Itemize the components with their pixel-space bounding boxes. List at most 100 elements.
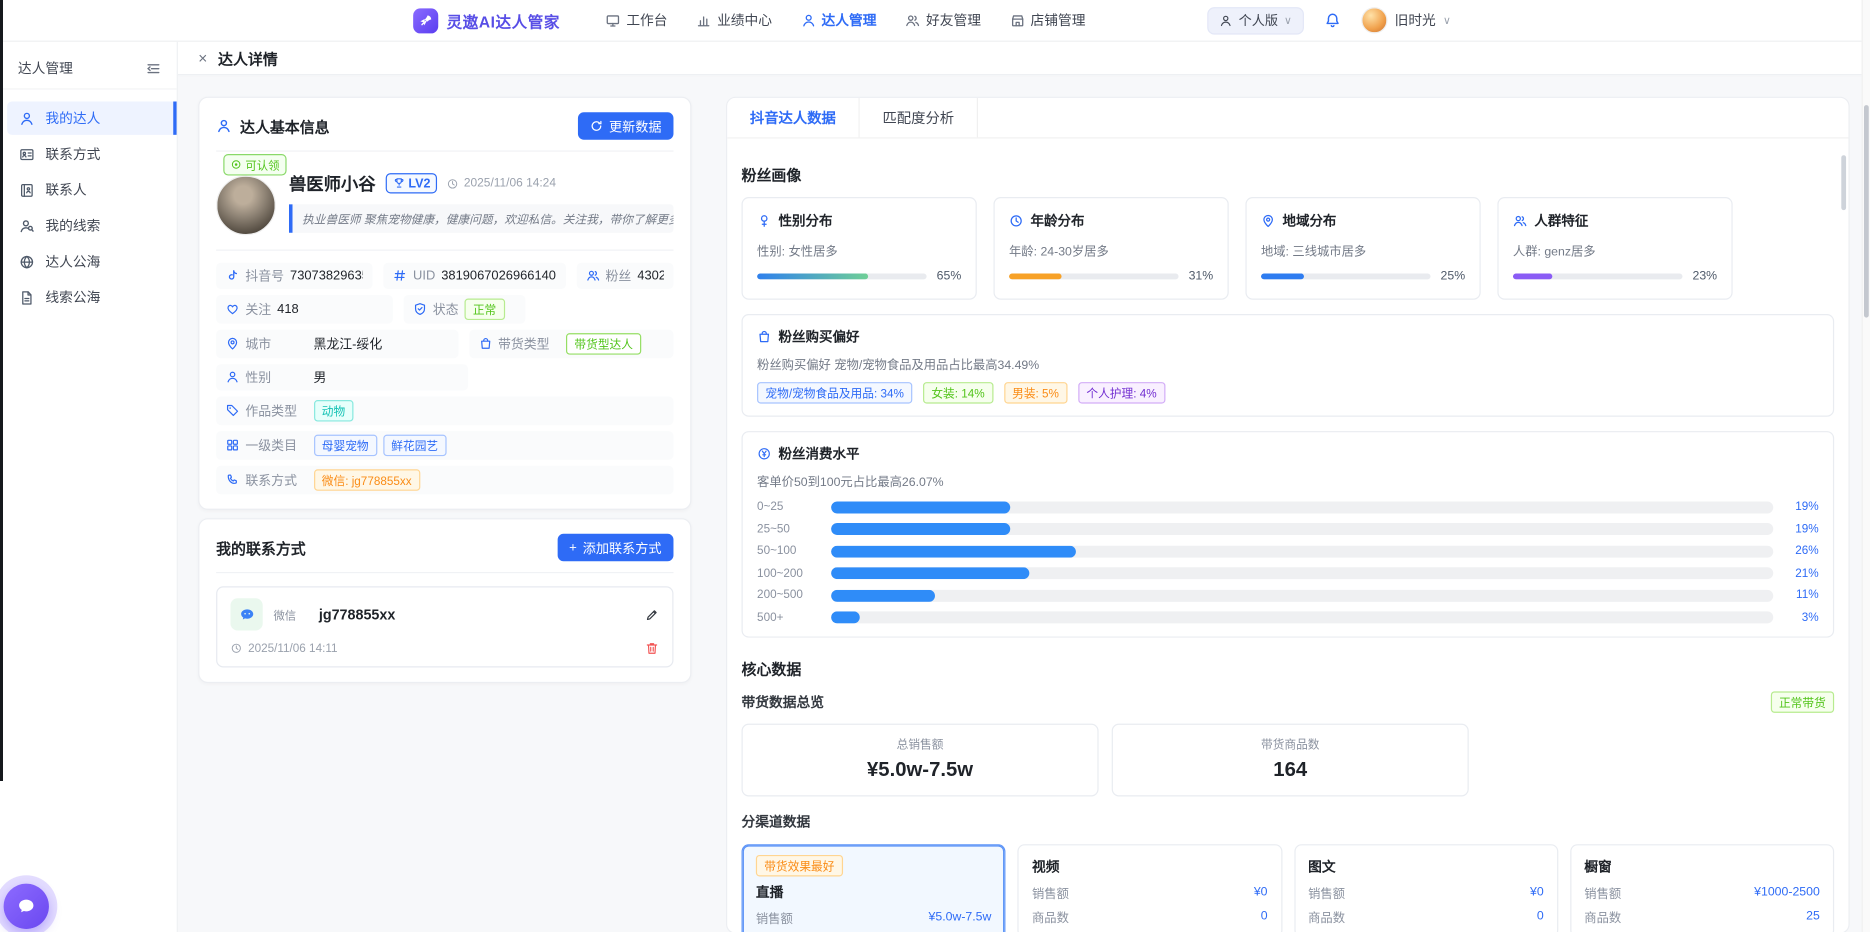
- updated-timestamp: 2025/11/06 14:24: [447, 177, 556, 190]
- tag-icon: [226, 404, 240, 418]
- channel-live-card[interactable]: 带货效果最好 直播 销售额¥5.0w-7.5w 商品数152: [742, 844, 1006, 932]
- wechat-icon: [230, 598, 262, 630]
- rocket-logo-icon: [413, 8, 438, 33]
- contact-book-icon: [19, 182, 35, 198]
- plus-icon: +: [569, 540, 577, 554]
- people-icon: [586, 269, 600, 283]
- top-navbar: 灵遨AI达人管家 工作台 业绩中心 达人管理 好友管理 店铺管理: [0, 0, 1870, 42]
- chevron-down-icon: ∨: [1284, 14, 1292, 27]
- person-icon: [1220, 14, 1233, 27]
- page-scrollbar-thumb[interactable]: [1864, 105, 1869, 318]
- nav-shops[interactable]: 店铺管理: [1010, 11, 1086, 30]
- my-contacts-card: 我的联系方式 + 添加联系方式 微信: [198, 518, 691, 683]
- grid-icon: [226, 439, 240, 453]
- user-menu[interactable]: 旧时光 ∨: [1361, 7, 1451, 33]
- nav-friends[interactable]: 好友管理: [905, 11, 981, 30]
- nav-talent-management[interactable]: 达人管理: [801, 11, 877, 30]
- product-count-stat: 带货商品数 164: [1112, 723, 1469, 796]
- content-area: × 达人详情 达人基本信息: [178, 42, 1870, 932]
- contact-item[interactable]: 微信 jg778855xx 2025/11/06 14:11: [216, 586, 673, 667]
- close-icon[interactable]: ×: [198, 50, 207, 66]
- channel-video-card[interactable]: 视频 销售额¥0 商品数0: [1018, 844, 1282, 932]
- fan-profile-cards: 性别分布 性别: 女性居多 65% 年龄分布: [742, 197, 1835, 300]
- target-icon: [230, 159, 241, 170]
- channel-graphic-card[interactable]: 图文 销售额¥0 商品数0: [1294, 844, 1558, 932]
- id-card-icon: [19, 146, 35, 162]
- location-icon: [226, 337, 240, 351]
- panel-body: 粉丝画像 性别分布 性别: 女性居多 65%: [727, 139, 1848, 932]
- region-distribution-card: 地域分布 地域: 三线城市居多 25%: [1245, 197, 1480, 300]
- page-title: 达人详情: [218, 47, 278, 70]
- contact-value: jg778855xx: [319, 606, 395, 623]
- field-following: 关注418: [216, 295, 393, 324]
- add-contact-button[interactable]: + 添加联系方式: [557, 534, 673, 561]
- sidebar-menu: 我的达人 联系方式 联系人 我的线索 达人公海: [0, 90, 177, 314]
- window-left-edge: [0, 0, 3, 781]
- app-title: 灵遨AI达人管家: [447, 9, 560, 32]
- refresh-icon: [590, 119, 603, 132]
- talent-profile: 可认领 兽医师小谷 LV2: [216, 152, 673, 236]
- talent-data-panel: 抖音达人数据 匹配度分析 粉丝画像 性别分布: [726, 97, 1850, 932]
- talent-avatar: [216, 176, 276, 236]
- page-scrollbar[interactable]: [1862, 0, 1870, 932]
- field-douyin-id: 抖音号73073829635: [216, 263, 373, 289]
- version-selector[interactable]: 个人版 ∨: [1208, 7, 1304, 34]
- level-badge: LV2: [385, 173, 438, 193]
- notification-bell-icon[interactable]: [1324, 12, 1341, 29]
- age-distribution-card: 年龄分布 年龄: 24-30岁居多 31%: [993, 197, 1228, 300]
- update-data-button[interactable]: 更新数据: [578, 112, 674, 139]
- total-sales-stat: 总销售额 ¥5.0w-7.5w: [742, 723, 1099, 796]
- field-city: 城市黑龙江-绥化: [216, 330, 458, 359]
- delete-trash-icon[interactable]: [645, 641, 659, 655]
- tab-douyin-data[interactable]: 抖音达人数据: [727, 98, 860, 137]
- sidebar-item-my-talents[interactable]: 我的达人: [7, 101, 177, 134]
- edit-pencil-icon[interactable]: [645, 607, 659, 621]
- main-nav: 工作台 业绩中心 达人管理 好友管理 店铺管理: [605, 11, 1085, 30]
- basic-info-title: 达人基本信息: [240, 115, 330, 138]
- panel-scrollbar-thumb[interactable]: [1841, 155, 1846, 210]
- gender-distribution-card: 性别分布 性别: 女性居多 65%: [742, 197, 977, 300]
- people-icon: [1513, 214, 1527, 228]
- core-data-title: 核心数据: [742, 656, 1835, 679]
- basic-info-card: 达人基本信息 更新数据 可认领: [198, 97, 691, 510]
- sidebar-title: 达人管理: [18, 59, 73, 78]
- purchase-preference-card: 粉丝购买偏好 粉丝购买偏好 宠物/宠物食品及用品占比最高34.49% 宠物/宠物…: [742, 314, 1835, 417]
- bar-row: 100~20021%: [757, 567, 1819, 580]
- location-icon: [1261, 214, 1275, 228]
- collapse-sidebar-icon[interactable]: [146, 60, 162, 76]
- consumption-bar-chart: 0~2519% 25~5019% 50~10026% 100~20021% 20…: [757, 500, 1819, 624]
- sidebar-item-my-leads[interactable]: 我的线索: [7, 209, 177, 242]
- person-search-icon: [19, 218, 35, 234]
- chat-fab-button[interactable]: [4, 884, 49, 929]
- consumption-desc: 客单价50到100元占比最高26.07%: [757, 472, 1819, 490]
- contact-time: 2025/11/06 14:11: [248, 642, 337, 655]
- people-icon: [905, 13, 920, 28]
- channel-showcase-card[interactable]: 橱窗 销售额¥1000-2500 商品数25: [1570, 844, 1834, 932]
- sidebar-item-lead-pool[interactable]: 线索公海: [7, 281, 177, 314]
- clock-icon: [447, 177, 459, 189]
- my-contacts-title: 我的联系方式: [216, 536, 306, 559]
- channel-data-title: 分渠道数据: [742, 811, 1835, 830]
- nav-performance[interactable]: 业绩中心: [696, 11, 772, 30]
- claimable-badge[interactable]: 可认领: [223, 154, 286, 175]
- purchase-tag: 男装: 5%: [1004, 382, 1068, 403]
- app-logo[interactable]: 灵遨AI达人管家: [413, 8, 560, 33]
- coin-yuan-icon: [757, 447, 771, 461]
- field-work-type: 作品类型 动物: [216, 396, 673, 425]
- basic-fields: 抖音号73073829635 UID3819067026966140 粉丝430…: [216, 250, 673, 495]
- bar-row: 25~5019%: [757, 522, 1819, 535]
- purchase-preference-desc: 粉丝购买偏好 宠物/宠物食品及用品占比最高34.49%: [757, 355, 1819, 373]
- tab-match-analysis[interactable]: 匹配度分析: [860, 98, 978, 137]
- chevron-down-icon: ∨: [1443, 14, 1451, 27]
- sales-overview-stats: 总销售额 ¥5.0w-7.5w 带货商品数 164: [742, 723, 1835, 796]
- chat-bubble-icon: [17, 897, 36, 916]
- crowd-feature-card: 人群特征 人群: genz居多 23%: [1497, 197, 1732, 300]
- person-icon: [226, 370, 240, 384]
- bar-row: 0~2519%: [757, 500, 1819, 513]
- sidebar-item-talent-pool[interactable]: 达人公海: [7, 245, 177, 278]
- best-effect-badge: 带货效果最好: [756, 854, 843, 875]
- nav-workbench[interactable]: 工作台: [605, 11, 667, 30]
- hash-icon: [393, 269, 407, 283]
- sidebar-item-contact-methods[interactable]: 联系方式: [7, 137, 177, 170]
- sidebar-item-contacts[interactable]: 联系人: [7, 173, 177, 206]
